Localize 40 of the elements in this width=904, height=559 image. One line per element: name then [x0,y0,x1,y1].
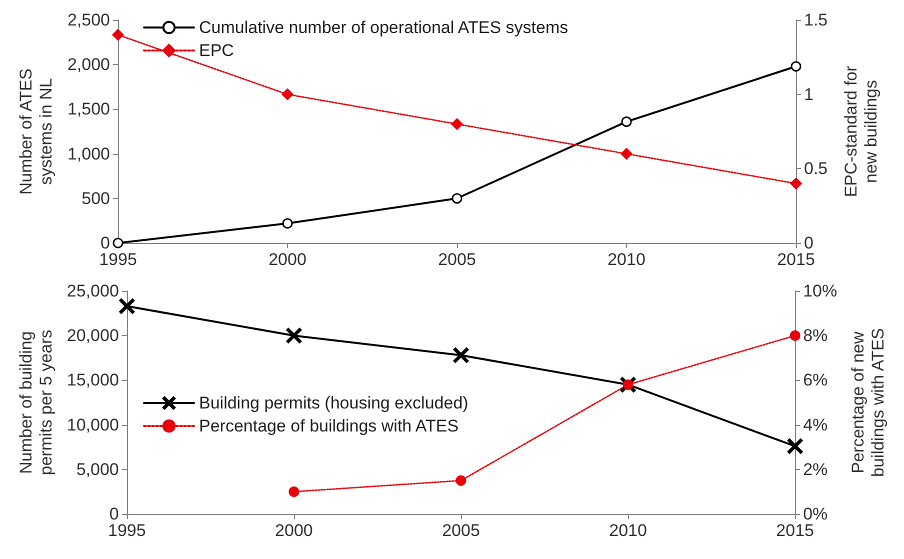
x-tick-label: 2000 [275,521,313,540]
x-tick-label: 2015 [777,250,815,269]
x-tick-label: 2000 [268,250,306,269]
y2-tick-label: 4% [803,415,828,434]
y2-tick-label: 2% [803,460,828,479]
legend-label: Building permits (housing excluded) [199,394,468,412]
legend-label: Percentage of buildings with ATES [199,416,459,436]
x-tick-label: 2005 [442,521,480,540]
x-tick-label: 2005 [438,250,476,269]
x-tick-label: 1995 [108,521,146,540]
y2-tick-label: 0 [804,234,814,252]
y-tick-label: 25,000 [66,282,119,300]
y2-tick-label: 10% [803,282,838,300]
y-tick-label: 15,000 [66,370,119,390]
y-axis-title: Number of building permits per 5 years [16,330,56,476]
legend-label: Cumulative number of operational ATES systems [199,18,568,37]
x-tick-label: 2015 [776,521,814,540]
y-tick-label: 10,000 [66,415,119,434]
x-tick-label: 1995 [99,250,137,269]
y-tick-label: 0 [100,234,110,252]
y2-tick-label: 0% [803,504,828,524]
y-tick-label: 2,500 [67,10,110,30]
x-tick-label: 2010 [609,521,647,540]
y2-tick-label: 0.5 [804,159,828,178]
y-tick-label: 5,000 [76,460,119,479]
y-tick-label: 2,000 [67,55,110,74]
y-tick-label: 1,500 [67,100,110,119]
y-tick-label: 20,000 [66,326,119,346]
legend-label: EPC [199,41,234,60]
y2-tick-label: 6% [803,370,828,390]
y-tick-label: 0 [109,504,119,524]
y2-axis-title: EPC-standard for new buildings [842,66,880,198]
y2-tick-label: 1.5 [804,10,828,30]
y2-tick-label: 1 [804,84,814,104]
y-tick-label: 1,000 [67,144,110,164]
y-tick-label: 500 [82,188,110,208]
y2-tick-label: 8% [803,326,828,346]
y-axis-title: Number of ATES systems in NL [16,68,56,195]
y2-axis-title: Percentage of new buildings with ATES [848,328,888,477]
x-tick-label: 2010 [608,250,646,269]
